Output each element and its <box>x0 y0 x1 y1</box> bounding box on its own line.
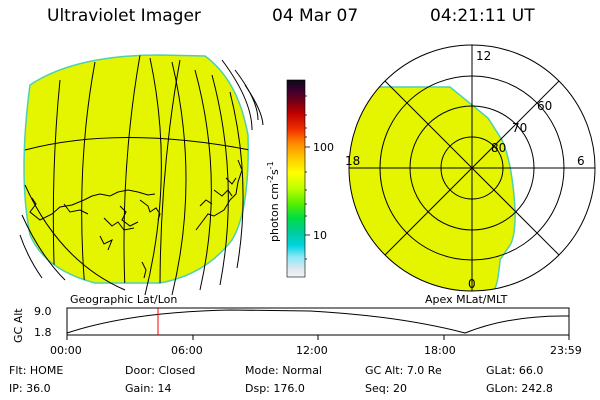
status-glon: GLon: 242.8 <box>486 382 553 395</box>
xtick-1200: 12:00 <box>296 344 328 357</box>
status-gain: Gain: 14 <box>125 382 172 395</box>
status-door: Door: Closed <box>125 364 195 377</box>
status-mode-label: Mode: <box>245 364 279 377</box>
colorbar-ticks <box>305 95 310 260</box>
status-ip: IP: 36.0 <box>9 382 51 395</box>
mlt-label-6: 6 <box>577 154 585 168</box>
status-seq-label: Seq: <box>365 382 390 395</box>
status-dsp: Dsp: 176.0 <box>245 382 305 395</box>
geo-caption: Geographic Lat/Lon <box>70 293 178 306</box>
colorbar-unit-exp2: -1 <box>266 161 275 169</box>
status-mode-value: Normal <box>282 364 322 377</box>
mlt-label-18: 18 <box>345 154 360 168</box>
altitude-plot-frame <box>66 307 570 336</box>
colorbar-unit-exp1: -2 <box>266 175 275 183</box>
colorbar-unit-base: photon cm <box>268 183 281 242</box>
status-gcalt-label: GC Alt: <box>365 364 404 377</box>
coastline-map <box>29 159 243 279</box>
status-glat: GLat: 66.0 <box>486 364 543 377</box>
colorbar-unit-s: s <box>268 169 281 175</box>
time-label: 04:21:11 UT <box>430 6 535 26</box>
status-flt-value: HOME <box>29 364 64 377</box>
altitude-ytick-9: 9.0 <box>34 305 52 318</box>
status-ip-value: 36.0 <box>26 382 51 395</box>
status-glon-label: GLon: <box>486 382 518 395</box>
status-seq-value: 20 <box>392 382 407 395</box>
status-flt: Flt: HOME <box>9 364 63 377</box>
apex-polar-grid <box>348 44 596 292</box>
altitude-ytick-1-8: 1.8 <box>34 326 52 339</box>
status-glat-label: GLat: <box>486 364 516 377</box>
status-gain-label: Gain: <box>125 382 154 395</box>
xtick-0000: 00:00 <box>50 344 82 357</box>
status-seq: Seq: 20 <box>365 382 407 395</box>
status-glat-value: 66.0 <box>518 364 544 377</box>
date-label: 04 Mar 07 <box>272 6 359 26</box>
colorbar-tick-10: 10 <box>313 229 327 242</box>
altitude-ylabel: GC Alt <box>12 308 25 343</box>
altitude-curve <box>66 309 570 334</box>
status-glon-value: 242.8 <box>521 382 553 395</box>
mlt-label-0: 0 <box>468 277 476 291</box>
status-dsp-value: 176.0 <box>273 382 305 395</box>
instrument-title: Ultraviolet Imager <box>47 6 201 26</box>
apex-caption: Apex MLat/MLT <box>425 293 508 306</box>
mlat-label-70: 70 <box>512 121 527 135</box>
status-mode: Mode: Normal <box>245 364 322 377</box>
altitude-xticks <box>66 335 570 340</box>
xtick-1800: 18:00 <box>424 344 456 357</box>
status-gain-value: 14 <box>157 382 172 395</box>
status-ip-label: IP: <box>9 382 23 395</box>
status-gcalt-value: 7.0 Re <box>406 364 442 377</box>
xtick-2359: 23:59 <box>550 344 582 357</box>
xtick-0600: 06:00 <box>171 344 203 357</box>
colorbar-unit-label: photon cm-2s-1 <box>266 161 281 242</box>
status-dsp-label: Dsp: <box>245 382 270 395</box>
status-gcalt: GC Alt: 7.0 Re <box>365 364 442 377</box>
status-flt-label: Flt: <box>9 364 27 377</box>
status-door-label: Door: <box>125 364 155 377</box>
geo-grid <box>19 55 264 296</box>
colorbar-ramp <box>286 79 306 278</box>
colorbar-tick-100: 100 <box>313 141 334 154</box>
mlat-label-80: 80 <box>491 141 506 155</box>
mlt-label-12: 12 <box>476 49 491 63</box>
mlat-label-60: 60 <box>537 99 552 113</box>
status-door-value: Closed <box>158 364 196 377</box>
